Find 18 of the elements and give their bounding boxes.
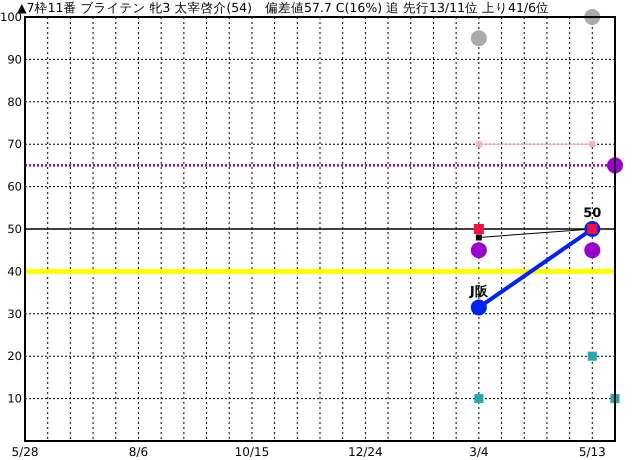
y-tick-label: 10 — [7, 392, 22, 406]
y-tick-label: 60 — [7, 180, 22, 194]
x-tick-label: 8/6 — [128, 445, 148, 459]
annotation: 50 — [583, 206, 602, 221]
x-tick-label: 12/24 — [348, 445, 383, 459]
y-tick-label: 50 — [7, 222, 22, 236]
y-tick-label: 30 — [7, 306, 22, 321]
chart-title: ▲7枠11番 ブライテン 牝3 太宰啓介(54) 偏差値57.7 C(16%) 追 先行13/11位 上り41/6位 — [17, 0, 550, 15]
x-tick-label: 10/15 — [234, 445, 270, 459]
y-tick-label: 40 — [7, 264, 22, 278]
y-tick-label: 80 — [7, 94, 22, 109]
y-tick-label: 90 — [7, 52, 22, 66]
x-tick-label: 5/13 — [578, 445, 606, 459]
x-tick-label: 3/4 — [469, 445, 488, 459]
x-tick-label: 5/28 — [12, 445, 38, 459]
y-tick-label: 20 — [7, 349, 22, 364]
annotation: J阪 — [468, 284, 489, 300]
y-tick-label: 70 — [7, 137, 22, 152]
